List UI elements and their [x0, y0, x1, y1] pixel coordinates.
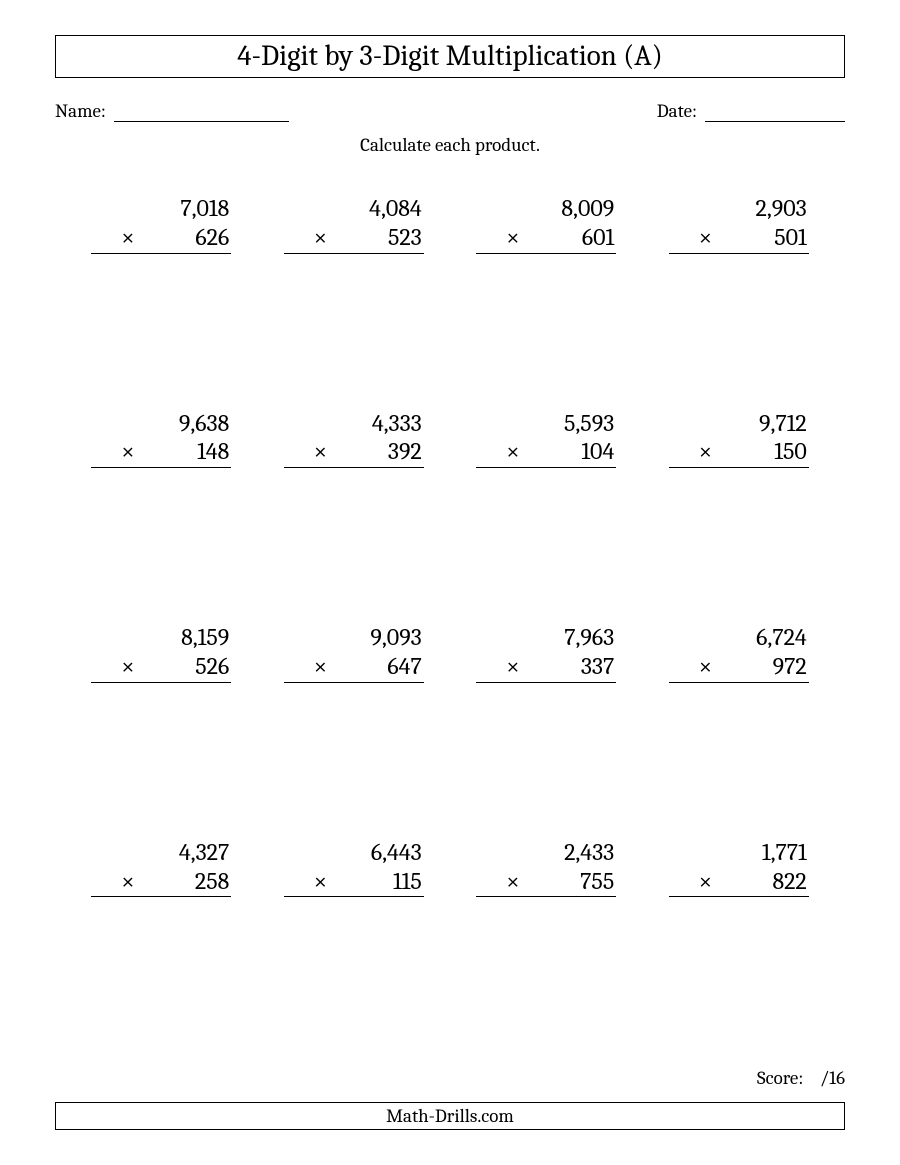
multiplicand: 4,333 — [284, 409, 424, 438]
multiplicand: 2,433 — [476, 838, 616, 867]
multiplicand: 8,159 — [91, 623, 231, 652]
name-input-line[interactable] — [114, 104, 289, 122]
problem: 7,963× 337 — [476, 623, 616, 683]
multiplier: 115 — [393, 867, 422, 895]
problem: 1,771× 822 — [669, 838, 809, 898]
multiplicand: 7,018 — [91, 194, 231, 223]
multiplier: 822 — [772, 867, 806, 895]
times-symbol: × — [91, 437, 134, 466]
footer-source: Math-Drills.com — [55, 1102, 845, 1130]
problem: 6,724× 972 — [669, 623, 809, 683]
multiplicand: 5,593 — [476, 409, 616, 438]
multiplier-row: × 626 — [91, 223, 231, 254]
multiplier-row: × 647 — [284, 652, 424, 683]
multiplier: 526 — [195, 652, 229, 680]
date-input-line[interactable] — [705, 104, 845, 122]
multiplicand: 9,638 — [91, 409, 231, 438]
problem: 6,443× 115 — [284, 838, 424, 898]
score-label: Score: — [757, 1067, 803, 1089]
problem: 4,333× 392 — [284, 409, 424, 469]
times-symbol: × — [476, 652, 519, 681]
times-symbol: × — [91, 223, 134, 252]
multiplier-row: × 104 — [476, 437, 616, 468]
multiplier: 501 — [774, 223, 807, 251]
multiplicand: 9,712 — [669, 409, 809, 438]
multiplier: 972 — [773, 652, 807, 680]
times-symbol: × — [476, 867, 519, 896]
multiplicand: 6,443 — [284, 838, 424, 867]
problem: 4,327× 258 — [91, 838, 231, 898]
problem: 5,593× 104 — [476, 409, 616, 469]
problems-grid: 7,018×6264,084×5238,009×6012,903×5019,63… — [55, 194, 845, 897]
times-symbol: × — [669, 437, 712, 466]
times-symbol: × — [476, 437, 519, 466]
multiplier-row: × 115 — [284, 867, 424, 898]
problem: 4,084× 523 — [284, 194, 424, 254]
multiplier-row: × 972 — [669, 652, 809, 683]
multiplier: 601 — [582, 223, 614, 251]
multiplier: 755 — [580, 867, 614, 895]
times-symbol: × — [669, 867, 712, 896]
header-row: Name: Date: — [55, 100, 845, 122]
multiplier: 523 — [388, 223, 422, 251]
problem: 8,009× 601 — [476, 194, 616, 254]
problem: 9,093× 647 — [284, 623, 424, 683]
multiplier-row: × 392 — [284, 437, 424, 468]
problem: 9,638× 148 — [91, 409, 231, 469]
instruction-text: Calculate each product. — [55, 134, 845, 156]
multiplier-row: × 755 — [476, 867, 616, 898]
multiplicand: 1,771 — [669, 838, 809, 867]
multiplier-row: × 148 — [91, 437, 231, 468]
multiplicand: 7,963 — [476, 623, 616, 652]
problem: 2,903× 501 — [669, 194, 809, 254]
times-symbol: × — [91, 867, 134, 896]
multiplier: 647 — [387, 652, 421, 680]
problem: 8,159× 526 — [91, 623, 231, 683]
problem: 9,712× 150 — [669, 409, 809, 469]
worksheet-title: 4-Digit by 3-Digit Multiplication (A) — [55, 35, 845, 78]
times-symbol: × — [284, 437, 327, 466]
problem: 7,018× 626 — [91, 194, 231, 254]
multiplier-row: × 526 — [91, 652, 231, 683]
multiplier: 148 — [197, 437, 229, 465]
multiplier: 337 — [581, 652, 614, 680]
multiplier-row: × 822 — [669, 867, 809, 898]
times-symbol: × — [284, 223, 327, 252]
times-symbol: × — [284, 652, 327, 681]
score-denominator: /16 — [820, 1067, 845, 1089]
name-label: Name: — [55, 100, 106, 122]
multiplicand: 4,327 — [91, 838, 231, 867]
multiplicand: 8,009 — [476, 194, 616, 223]
multiplier-row: × 258 — [91, 867, 231, 898]
multiplier: 258 — [195, 867, 229, 895]
multiplicand: 4,084 — [284, 194, 424, 223]
times-symbol: × — [669, 652, 712, 681]
multiplier: 392 — [388, 437, 422, 465]
multiplier: 150 — [774, 437, 807, 465]
date-field: Date: — [657, 100, 845, 122]
score-row: Score: /16 — [757, 1067, 845, 1089]
multiplier-row: × 601 — [476, 223, 616, 254]
multiplier-row: × 337 — [476, 652, 616, 683]
times-symbol: × — [284, 867, 327, 896]
multiplicand: 9,093 — [284, 623, 424, 652]
times-symbol: × — [669, 223, 712, 252]
date-label: Date: — [657, 100, 697, 122]
multiplier: 104 — [581, 437, 614, 465]
problem: 2,433× 755 — [476, 838, 616, 898]
multiplier: 626 — [195, 223, 229, 251]
multiplier-row: × 523 — [284, 223, 424, 254]
times-symbol: × — [476, 223, 519, 252]
multiplier-row: × 150 — [669, 437, 809, 468]
multiplier-row: × 501 — [669, 223, 809, 254]
name-field: Name: — [55, 100, 289, 122]
multiplicand: 2,903 — [669, 194, 809, 223]
multiplicand: 6,724 — [669, 623, 809, 652]
times-symbol: × — [91, 652, 134, 681]
